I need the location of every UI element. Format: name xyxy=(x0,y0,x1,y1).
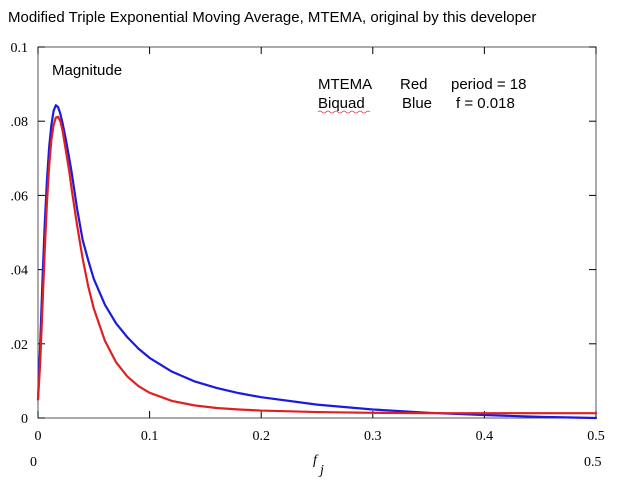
series-line-mtema xyxy=(36,115,598,415)
series-line-biquad xyxy=(36,104,598,420)
y-tick-label: 0 xyxy=(21,412,28,427)
x-tick-label: 0 xyxy=(35,429,42,444)
y-tick-label: 0.1 xyxy=(11,41,29,56)
x-range-end-label: 0.5 xyxy=(584,455,602,470)
y-tick-label: .06 xyxy=(11,189,29,204)
x-tick-labels: 0 0.1 0.2 0.3 0.4 0.5 xyxy=(35,429,605,444)
x-axis-label-subscript: j xyxy=(318,463,324,478)
x-tick-label: 0.2 xyxy=(252,429,270,444)
plot-frame xyxy=(37,46,597,419)
legend-row2-param: f = 0.018 xyxy=(456,95,515,112)
y-tick-label: .08 xyxy=(11,115,29,130)
y-tick-label: .04 xyxy=(11,264,29,279)
legend-row1-color: Red xyxy=(400,76,428,93)
y-tick-labels: 0 .02 .04 .06 .08 0.1 xyxy=(11,41,29,427)
x-range-start-label: 0 xyxy=(30,455,37,470)
chart-title: Modified Triple Exponential Moving Avera… xyxy=(8,9,536,26)
x-tick-label: 0.3 xyxy=(364,429,382,444)
x-tick-label: 0.5 xyxy=(587,429,605,444)
legend-row2-name: Biquad xyxy=(318,95,365,112)
legend-row2-color: Blue xyxy=(402,95,432,112)
x-tick-label: 0.4 xyxy=(476,429,494,444)
x-axis-label: f xyxy=(313,453,319,468)
legend-row1-name: MTEMA xyxy=(318,76,372,93)
y-tick-label: .02 xyxy=(11,338,29,353)
plot-label-magnitude: Magnitude xyxy=(52,62,122,79)
spellcheck-underline xyxy=(317,110,371,114)
x-tick-label: 0.1 xyxy=(141,429,159,444)
legend-row1-param: period = 18 xyxy=(451,76,526,93)
tick-marks xyxy=(37,46,597,419)
